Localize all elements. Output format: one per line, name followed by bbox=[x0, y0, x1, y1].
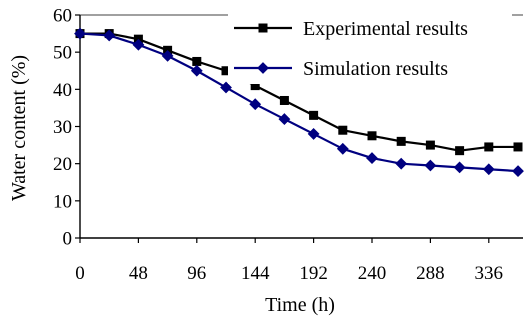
x-axis-title: Time (h) bbox=[265, 294, 335, 316]
simulation-results-point bbox=[220, 81, 232, 94]
experimental-results-line bbox=[80, 32, 518, 152]
y-axis-title: Water content (%) bbox=[8, 55, 30, 201]
experimental-results-point bbox=[484, 142, 494, 152]
simulation-results-point bbox=[307, 128, 320, 140]
legend-label: Experimental results bbox=[303, 18, 468, 40]
y-tick-label: 20 bbox=[53, 154, 72, 175]
simulation-results-point bbox=[336, 142, 349, 155]
simulation-results-point bbox=[278, 113, 291, 125]
simulation-results-point bbox=[395, 157, 408, 170]
simulation-results-point bbox=[74, 27, 86, 40]
simulation-results-point bbox=[132, 38, 145, 51]
legend: Experimental results Simulation results bbox=[228, 6, 512, 84]
plot-series bbox=[74, 27, 524, 178]
y-tick-label: 40 bbox=[53, 80, 72, 101]
simulation-results-line bbox=[79, 32, 519, 173]
experimental-results-point bbox=[513, 142, 523, 152]
x-tick-label: 144 bbox=[241, 263, 270, 284]
y-tick-label: 60 bbox=[53, 6, 72, 27]
axes: 0 10 20 30 40 50 60 0 48 96 144 192 240 288 336 bbox=[53, 6, 523, 284]
legend-marker bbox=[258, 23, 268, 33]
x-tick-label: 288 bbox=[416, 263, 445, 284]
legend-item-experimental-results: Experimental results bbox=[234, 18, 468, 40]
y-tick-label: 10 bbox=[53, 191, 72, 212]
x-tick-label: 48 bbox=[129, 263, 148, 284]
experimental-results-point bbox=[279, 95, 289, 105]
simulation-results-series bbox=[74, 27, 524, 178]
legend-marker bbox=[257, 62, 269, 74]
x-tick-label: 96 bbox=[187, 263, 206, 284]
experimental-results-point bbox=[425, 140, 435, 150]
y-tick-label: 30 bbox=[53, 117, 72, 138]
y-tick-label: 50 bbox=[53, 43, 72, 64]
simulation-results-point bbox=[249, 98, 262, 111]
simulation-results-point bbox=[453, 161, 466, 174]
legend-box bbox=[228, 6, 512, 84]
experimental-results-point bbox=[396, 136, 406, 146]
simulation-results-point bbox=[482, 163, 495, 176]
simulation-results-point bbox=[512, 165, 524, 178]
experimental-results-point bbox=[455, 146, 465, 156]
x-tick-label: 336 bbox=[475, 263, 504, 284]
simulation-results-point bbox=[366, 152, 378, 164]
experimental-results-point bbox=[367, 131, 377, 141]
legend-label: Simulation results bbox=[303, 58, 448, 80]
simulation-results-point bbox=[190, 64, 203, 77]
simulation-results-point bbox=[161, 49, 174, 62]
x-tick-label: 240 bbox=[358, 263, 387, 284]
experimental-results-point bbox=[338, 125, 348, 135]
experimental-results-point bbox=[309, 110, 319, 120]
experimental-results-point bbox=[192, 56, 202, 66]
x-tick-label: 192 bbox=[299, 263, 328, 284]
y-tick-label: 0 bbox=[63, 229, 73, 250]
x-tick-label: 0 bbox=[75, 263, 85, 284]
legend-item-simulation-results: Simulation results bbox=[234, 58, 448, 80]
simulation-results-point bbox=[424, 159, 437, 172]
simulation-results-point bbox=[103, 29, 116, 42]
